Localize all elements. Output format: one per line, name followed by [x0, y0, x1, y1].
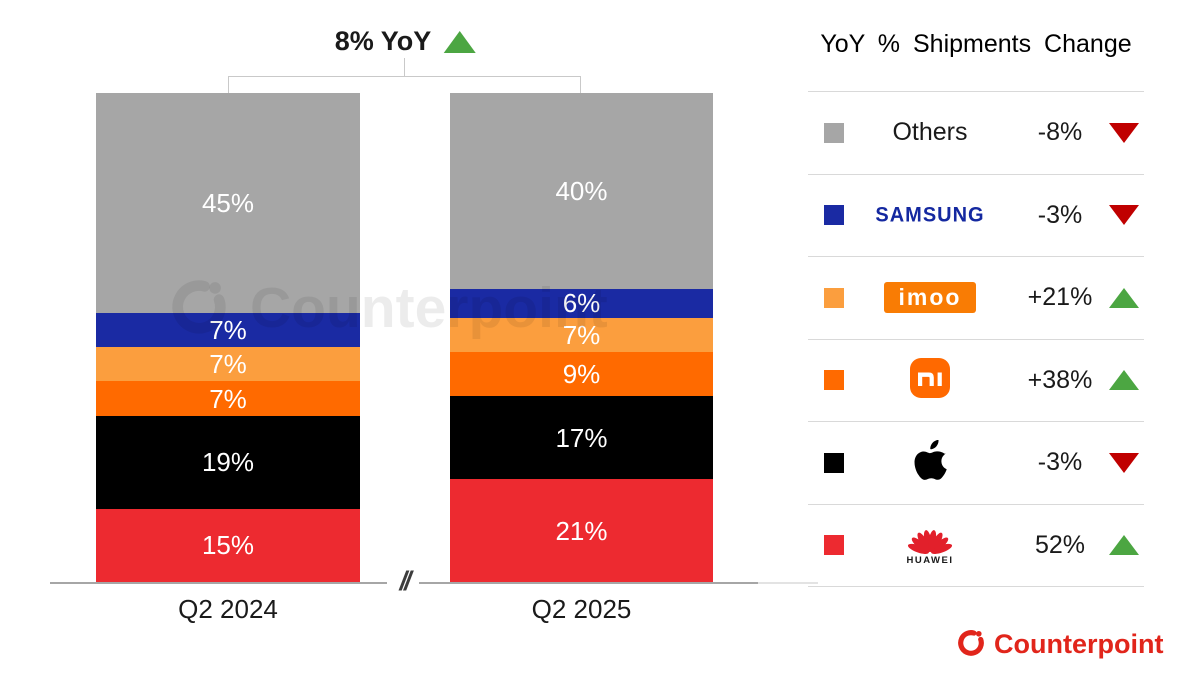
bar-segment-value-label: 7%: [209, 349, 247, 380]
category-label-q2-2024: Q2 2024: [178, 594, 278, 624]
huawei-swatch: [824, 535, 844, 556]
xiaomi-mi-logo: [910, 357, 950, 403]
x-axis-line-extension: [758, 582, 818, 584]
counterpoint-mark-icon: [956, 627, 986, 662]
chart-title: 8% YoY: [335, 26, 476, 57]
bar-segment-value-label: 21%: [555, 515, 608, 546]
apple-swatch: [824, 452, 844, 473]
legend-row-samsung: SAMSUNG -3%: [808, 173, 1144, 257]
huawei-yoy-value: 52%: [1034, 530, 1086, 559]
imoo-logo-cell: imoo: [844, 282, 1016, 314]
others-label: Others: [892, 118, 968, 147]
bar-segment-value-label: 17%: [555, 422, 608, 453]
bar-segment-huawei: 15%: [96, 508, 360, 582]
samsung-swatch: [824, 205, 844, 226]
up-triangle-icon: [1109, 370, 1139, 391]
huawei-logo: HUAWEI: [906, 524, 954, 566]
up-triangle-icon: [1109, 535, 1139, 556]
bar-segment-value-label: 19%: [201, 447, 255, 478]
bar-segment-value-label: 6%: [562, 288, 601, 319]
bar-segment-value-label: 7%: [562, 320, 601, 351]
bar-segment-value-label: 45%: [201, 188, 255, 219]
huawei-logo-cell: HUAWEI: [844, 524, 1016, 566]
down-triangle-icon: [1109, 122, 1139, 143]
legend-row-xiaomi: +38%: [808, 338, 1144, 422]
x-axis-line-left: [50, 582, 387, 584]
bar-segment-imoo: 7%: [450, 317, 713, 353]
yoy-growth-label: 8% YoY: [334, 26, 432, 56]
x-axis-line-right: [419, 582, 758, 584]
apple-logo: [914, 440, 947, 485]
legend-panel: YoY % Shipments Change Others -8% SAMSUN…: [808, 0, 1144, 587]
legend-title: YoY % Shipments Change: [820, 30, 1132, 58]
legend-row-huawei: HUAWEI 52%: [808, 503, 1144, 587]
counterpoint-wordmark: Counterpoint: [994, 629, 1164, 659]
category-label-q2-2025: Q2 2025: [531, 594, 632, 624]
up-triangle-icon: [443, 30, 476, 53]
axis-break-symbol: //: [399, 566, 411, 596]
bar-segment-value-label: 9%: [562, 359, 601, 390]
legend-rows: Others -8% SAMSUNG -3% imoo +21%: [808, 91, 1144, 587]
samsung-logo: SAMSUNG: [875, 203, 985, 227]
others-yoy-value: -8%: [1037, 118, 1083, 147]
bar-segment-value-label: 40%: [555, 175, 608, 206]
bar-segment-xiaomi: 9%: [450, 352, 713, 397]
bar-segment-apple: 17%: [450, 396, 713, 480]
xiaomi-yoy-value: +38%: [1027, 365, 1093, 394]
bar-segment-value-label: 15%: [201, 530, 255, 561]
imoo-logo: imoo: [884, 282, 976, 314]
xiaomi-swatch: [824, 370, 844, 391]
stacked-bar-q2-2025: 40% 6% 7% 9% 17% 21%: [450, 93, 713, 582]
up-triangle-icon: [1109, 287, 1139, 308]
xiaomi-logo-cell: [844, 357, 1016, 403]
bar-segment-imoo: 7%: [96, 347, 360, 382]
huawei-wordmark: HUAWEI: [906, 555, 954, 567]
bar-segment-apple: 19%: [96, 415, 360, 509]
bracket-stem: [404, 58, 405, 76]
legend-row-imoo: imoo +21%: [808, 256, 1144, 339]
apple-yoy-value: -3%: [1037, 448, 1083, 477]
bracket-right-tick: [580, 76, 581, 93]
bar-segment-value-label: 7%: [209, 315, 247, 346]
down-triangle-icon: [1109, 452, 1139, 473]
bar-segment-others: 45%: [96, 93, 360, 314]
bar-segment-samsung: 7%: [96, 313, 360, 348]
bar-segment-others: 40%: [450, 93, 713, 289]
bar-segment-value-label: 7%: [209, 383, 247, 414]
down-triangle-icon: [1109, 205, 1139, 226]
bar-segment-xiaomi: 7%: [96, 381, 360, 416]
legend-row-others: Others -8%: [808, 91, 1144, 174]
stacked-bar-q2-2024: 45% 7% 7% 7% 19% 15%: [96, 93, 360, 582]
bracket-left-tick: [228, 76, 229, 93]
bracket-line: [228, 76, 581, 77]
counterpoint-logo: Counterpoint: [956, 627, 1163, 662]
imoo-yoy-value: +21%: [1027, 283, 1093, 312]
samsung-logo-cell: SAMSUNG: [844, 203, 1016, 227]
legend-row-apple: -3%: [808, 421, 1144, 504]
imoo-swatch: [824, 287, 844, 308]
bar-segment-samsung: 6%: [450, 288, 713, 319]
others-swatch: [824, 122, 844, 143]
apple-logo-cell: [844, 440, 1016, 485]
others-label-cell: Others: [844, 118, 1016, 147]
bar-segment-huawei: 21%: [450, 479, 713, 582]
samsung-yoy-value: -3%: [1037, 200, 1083, 229]
